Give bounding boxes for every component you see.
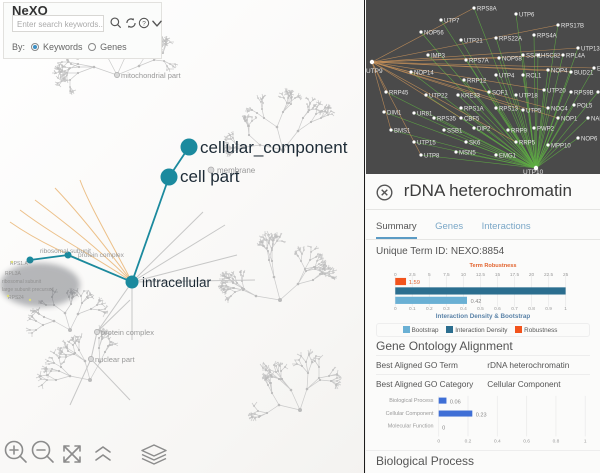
- svg-text:RPS8A: RPS8A: [477, 7, 497, 13]
- svg-text:1: 1: [564, 306, 567, 312]
- svg-text:protein complex: protein complex: [101, 328, 154, 337]
- svg-text:0.4: 0.4: [494, 439, 501, 445]
- svg-text:UTP10: UTP10: [523, 169, 544, 174]
- svg-text:UTP21: UTP21: [464, 39, 483, 45]
- svg-text:0.7: 0.7: [511, 306, 518, 312]
- svg-text:0.1: 0.1: [409, 306, 416, 312]
- svg-text:0.6: 0.6: [523, 439, 530, 445]
- svg-text:large subunit precursor: large subunit precursor: [2, 287, 53, 293]
- svg-text:0: 0: [437, 439, 440, 445]
- svg-text:UTP22: UTP22: [429, 94, 448, 100]
- svg-text:RPS22A: RPS22A: [499, 37, 522, 43]
- svg-text:1: 1: [584, 439, 587, 445]
- svg-text:NAN1: NAN1: [591, 117, 600, 123]
- svg-text:RPS9B: RPS9B: [574, 91, 594, 97]
- svg-text:0.3: 0.3: [443, 306, 450, 312]
- svg-text:0.5: 0.5: [477, 306, 484, 312]
- svg-text:intracellular: intracellular: [142, 275, 212, 290]
- svg-text:0.42: 0.42: [471, 299, 482, 305]
- svg-text:UTP7: UTP7: [444, 19, 460, 25]
- svg-text:RRP45: RRP45: [389, 91, 409, 97]
- svg-text:IMP3: IMP3: [431, 54, 446, 60]
- svg-text:SSA1: SSA1: [526, 54, 542, 60]
- svg-text:DIP2: DIP2: [477, 127, 491, 133]
- svg-text:UTP13: UTP13: [581, 47, 600, 53]
- svg-text:0.6: 0.6: [494, 306, 501, 312]
- svg-text:RPS7A: RPS7A: [469, 59, 489, 65]
- svg-text:KRE33: KRE33: [461, 94, 481, 100]
- svg-text:0: 0: [442, 426, 445, 432]
- svg-text:RPL4A: RPL4A: [566, 54, 585, 60]
- svg-text:0.06: 0.06: [450, 400, 461, 406]
- svg-text:SOF1: SOF1: [492, 91, 508, 97]
- svg-text:0: 0: [394, 306, 397, 312]
- svg-text:MPP10: MPP10: [551, 144, 571, 150]
- svg-text:NOP6: NOP6: [581, 137, 598, 143]
- svg-text:UTP4: UTP4: [499, 74, 515, 80]
- svg-text:RPS35: RPS35: [437, 117, 457, 123]
- svg-text:UR81: UR81: [417, 112, 433, 118]
- svg-text:Biological Process: Biological Process: [389, 398, 434, 404]
- svg-text:EMG1: EMG1: [499, 154, 517, 160]
- svg-text:1.59: 1.59: [409, 280, 420, 286]
- svg-text:RPS13: RPS13: [499, 107, 519, 113]
- svg-text:NOP1: NOP1: [561, 117, 578, 123]
- svg-text:0.2: 0.2: [465, 439, 472, 445]
- svg-text:UTP20: UTP20: [547, 89, 566, 95]
- svg-text:RPS17B: RPS17B: [561, 24, 584, 30]
- svg-text:0.23: 0.23: [476, 413, 487, 419]
- svg-text:SSB1: SSB1: [447, 129, 463, 135]
- svg-text:0.8: 0.8: [553, 439, 560, 445]
- svg-text:RCL1: RCL1: [526, 74, 542, 80]
- svg-text:SK6: SK6: [469, 141, 481, 147]
- svg-text:NOC4: NOC4: [551, 107, 568, 113]
- svg-text:BMS1: BMS1: [394, 129, 411, 135]
- svg-text:?: ?: [142, 21, 146, 28]
- svg-text:BUD21: BUD21: [574, 71, 594, 77]
- svg-text:NOP4: NOP4: [551, 69, 568, 75]
- svg-text:PWP2: PWP2: [537, 127, 555, 133]
- svg-text:NOP56: NOP56: [424, 31, 444, 37]
- svg-text:UTP15: UTP15: [417, 141, 436, 147]
- svg-text:UTP18: UTP18: [519, 94, 538, 100]
- svg-text:RPL3A: RPL3A: [5, 271, 22, 277]
- svg-text:nuclear part: nuclear part: [95, 355, 136, 364]
- svg-text:UTP8: UTP8: [424, 154, 440, 160]
- svg-text:0.2: 0.2: [426, 306, 433, 312]
- svg-text:MSN5: MSN5: [459, 151, 476, 157]
- svg-text:UTP5: UTP5: [526, 109, 542, 115]
- svg-text:0.4: 0.4: [460, 306, 467, 312]
- svg-text:DIM1: DIM1: [387, 111, 402, 117]
- svg-text:RPS24: RPS24: [8, 295, 24, 301]
- svg-text:ribosomal subunit: ribosomal subunit: [2, 279, 42, 285]
- svg-text:NOP58: NOP58: [502, 57, 522, 63]
- svg-text:UTP6: UTP6: [519, 13, 535, 19]
- svg-text:UTP9: UTP9: [366, 68, 383, 75]
- svg-text:HSC82: HSC82: [541, 54, 561, 60]
- svg-text:mitochondrial part: mitochondrial part: [121, 71, 182, 80]
- svg-text:RPS1A: RPS1A: [464, 107, 484, 113]
- svg-text:ribosomal subunit: ribosomal subunit: [40, 248, 91, 255]
- svg-text:cellular_component: cellular_component: [200, 138, 348, 157]
- svg-text:NOP14: NOP14: [414, 71, 434, 77]
- svg-text:Molecular Function: Molecular Function: [388, 424, 434, 430]
- svg-text:RRP12: RRP12: [467, 79, 487, 85]
- svg-text:Cellular Component: Cellular Component: [386, 411, 434, 417]
- svg-text:0.9: 0.9: [545, 306, 552, 312]
- svg-text:RPS4A: RPS4A: [537, 34, 557, 40]
- svg-text:Term Robustness: Term Robustness: [469, 263, 516, 269]
- svg-text:RRP9: RRP9: [511, 129, 528, 135]
- svg-text:POL5: POL5: [577, 104, 593, 110]
- svg-text:membrane: membrane: [217, 166, 256, 175]
- svg-text:CBF5: CBF5: [464, 117, 480, 123]
- svg-text:RRP5: RRP5: [519, 141, 536, 147]
- svg-text:0.8: 0.8: [528, 306, 535, 312]
